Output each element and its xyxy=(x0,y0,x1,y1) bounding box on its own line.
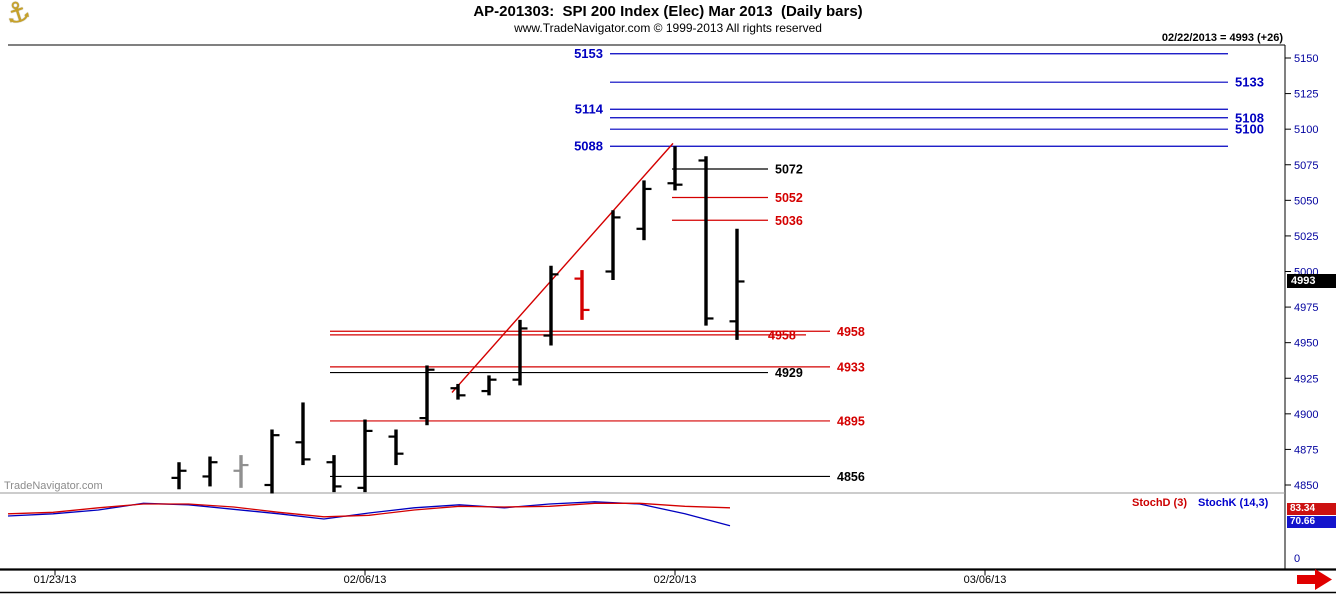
chart-title: AP-201303: SPI 200 Index (Elec) Mar 2013… xyxy=(473,3,863,20)
level-label-4958: 4958 xyxy=(837,325,865,339)
price-axis-label: 5125 xyxy=(1294,89,1318,101)
level-label-5072: 5072 xyxy=(775,163,803,177)
level-label-4895: 4895 xyxy=(837,414,865,428)
level-label-5108: 5108 xyxy=(1235,110,1264,125)
price-axis-label: 4975 xyxy=(1294,302,1318,314)
date-label: 02/06/13 xyxy=(344,574,387,586)
price-axis-label: 4950 xyxy=(1294,338,1318,350)
scroll-right-arrow-icon[interactable] xyxy=(1297,569,1332,590)
date-label: 03/06/13 xyxy=(964,574,1007,586)
level-label-5052: 5052 xyxy=(775,191,803,205)
date-label: 01/23/13 xyxy=(34,574,77,586)
level-label-4958: 4958 xyxy=(768,328,796,342)
level-label-4856: 4856 xyxy=(837,470,865,484)
price-axis-label: 4900 xyxy=(1294,409,1318,421)
price-axis-label: 5100 xyxy=(1294,124,1318,136)
price-axis-label: 4850 xyxy=(1294,480,1318,492)
stochk-value-badge: 70.66 xyxy=(1287,516,1336,528)
stochk-legend-label[interactable]: StochK (14,3) xyxy=(1198,497,1269,509)
level-label-5088: 5088 xyxy=(574,139,603,154)
price-axis-label: 5150 xyxy=(1294,53,1318,65)
last-quote-label: 02/22/2013 = 4993 (+26) xyxy=(1161,32,1283,44)
stoch-axis-zero-label: 0 xyxy=(1294,553,1300,565)
date-label: 02/20/13 xyxy=(654,574,697,586)
level-label-5114: 5114 xyxy=(575,102,604,117)
stochd-value-badge: 83.34 xyxy=(1287,503,1336,515)
level-label-5133: 5133 xyxy=(1235,75,1264,90)
price-axis-label: 5025 xyxy=(1294,231,1318,243)
price-axis-label: 4875 xyxy=(1294,444,1318,456)
price-axis-label: 4925 xyxy=(1294,373,1318,385)
level-label-5100: 5100 xyxy=(1235,122,1264,137)
stochd-line xyxy=(7,502,731,518)
chart-subtitle: www.TradeNavigator.com © 1999-2013 All r… xyxy=(514,21,822,35)
stochd-legend-label[interactable]: StochD (3) xyxy=(1132,497,1187,509)
price-axis-label: 5075 xyxy=(1294,160,1318,172)
stochk-line xyxy=(7,501,731,527)
price-axis-label: 5050 xyxy=(1294,195,1318,207)
current-price-badge: 4993 xyxy=(1287,274,1336,288)
level-label-4929: 4929 xyxy=(775,366,803,380)
watermark-text: TradeNavigator.com xyxy=(4,480,103,492)
level-label-5153: 5153 xyxy=(574,46,603,61)
trendline[interactable] xyxy=(451,142,674,393)
level-label-5036: 5036 xyxy=(775,214,803,228)
level-label-4933: 4933 xyxy=(837,360,865,374)
